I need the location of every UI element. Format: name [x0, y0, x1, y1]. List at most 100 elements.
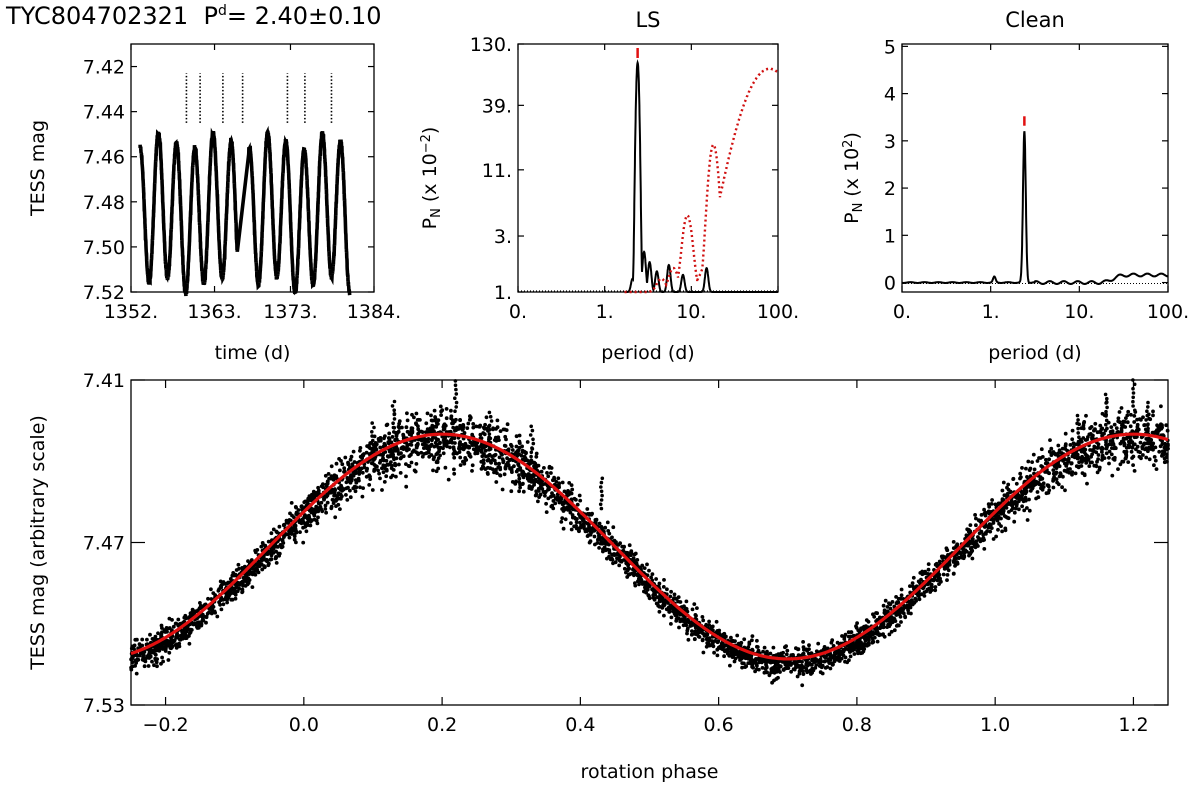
data-point: [764, 670, 769, 675]
data-point: [1121, 436, 1126, 441]
data-point: [642, 566, 647, 570]
data-point: [463, 445, 467, 450]
data-point: [501, 460, 506, 465]
y-label-superscript: −2: [419, 134, 434, 153]
data-point: [862, 626, 866, 631]
data-point: [994, 534, 998, 539]
data-point: [729, 650, 734, 655]
data-point: [643, 585, 647, 590]
data-point: [1020, 466, 1024, 470]
flare-point: [1144, 418, 1148, 422]
data-point: [690, 629, 694, 633]
data-point: [937, 582, 941, 586]
data-point: [796, 647, 800, 652]
data-point: [1001, 497, 1006, 502]
data-point: [582, 520, 586, 525]
data-point: [1122, 442, 1127, 446]
data-point: [482, 432, 487, 437]
data-point: [801, 640, 805, 644]
data-point: [1019, 497, 1023, 501]
data-point: [605, 547, 610, 552]
data-point: [384, 468, 389, 473]
data-point: [1096, 453, 1101, 457]
data-point: [1053, 471, 1058, 475]
data-point: [1025, 518, 1030, 522]
data-point: [753, 669, 757, 674]
data-point: [941, 572, 946, 577]
data-point: [465, 426, 470, 430]
data-point: [170, 618, 174, 622]
data-point: [1125, 413, 1130, 418]
data-point: [715, 653, 720, 658]
data-point: [381, 452, 385, 457]
data-point: [1084, 413, 1088, 418]
data-point: [1130, 445, 1135, 450]
data-point: [154, 658, 158, 663]
data-point: [520, 444, 524, 449]
data-point: [690, 607, 695, 612]
flare-point: [1105, 405, 1109, 410]
data-point: [835, 655, 839, 660]
data-point: [556, 476, 561, 481]
data-point: [1100, 450, 1104, 454]
data-point: [142, 664, 147, 669]
data-point: [1132, 420, 1137, 424]
data-point: [683, 619, 687, 624]
data-point: [1109, 452, 1114, 457]
y-axis-label: TESS mag: [27, 120, 49, 217]
data-point: [892, 628, 897, 633]
data-point: [831, 644, 836, 648]
data-point: [1110, 473, 1115, 478]
data-point: [665, 587, 669, 592]
data-point: [1038, 456, 1043, 460]
data-point: [503, 444, 508, 448]
data-point: [369, 461, 374, 466]
data-point: [368, 441, 373, 446]
flare-point: [1146, 422, 1150, 427]
data-point: [822, 659, 827, 664]
data-point: [677, 625, 681, 630]
data-point: [187, 631, 192, 636]
data-point: [1107, 461, 1111, 466]
data-point: [412, 415, 416, 420]
data-point: [446, 477, 451, 482]
data-point: [652, 590, 657, 595]
flare-point: [454, 400, 459, 405]
data-point: [219, 607, 224, 612]
data-point: [1041, 481, 1046, 486]
x-tick-label: 1.: [596, 301, 614, 323]
flare-point: [453, 396, 457, 401]
data-point: [825, 665, 830, 669]
data-point: [889, 629, 894, 634]
data-point: [223, 581, 228, 586]
flare-point: [528, 433, 533, 437]
data-point: [412, 468, 417, 473]
data-point: [802, 647, 806, 652]
data-point: [523, 458, 527, 463]
data-point: [872, 614, 877, 619]
data-point: [1107, 442, 1112, 447]
y-tick-label: 7.50: [83, 237, 125, 259]
y-label-superscript: 2: [841, 140, 856, 148]
data-point: [513, 481, 517, 485]
data-point: [457, 441, 462, 446]
data-point: [493, 461, 498, 466]
data-point: [342, 469, 347, 474]
data-point: [358, 446, 363, 450]
y-tick-label: 0: [884, 273, 896, 295]
data-point: [923, 571, 927, 576]
data-point: [432, 408, 437, 413]
data-point: [799, 663, 804, 668]
data-point: [314, 518, 319, 523]
data-point: [990, 498, 994, 502]
data-point: [817, 660, 822, 665]
flare-point: [453, 379, 458, 383]
data-point: [526, 475, 530, 480]
data-point: [583, 529, 588, 534]
data-point: [1128, 424, 1133, 429]
data-point: [1066, 467, 1070, 472]
lightcurve-frame: [130, 43, 375, 293]
flare-point: [599, 489, 604, 494]
flare-point: [1131, 391, 1136, 395]
